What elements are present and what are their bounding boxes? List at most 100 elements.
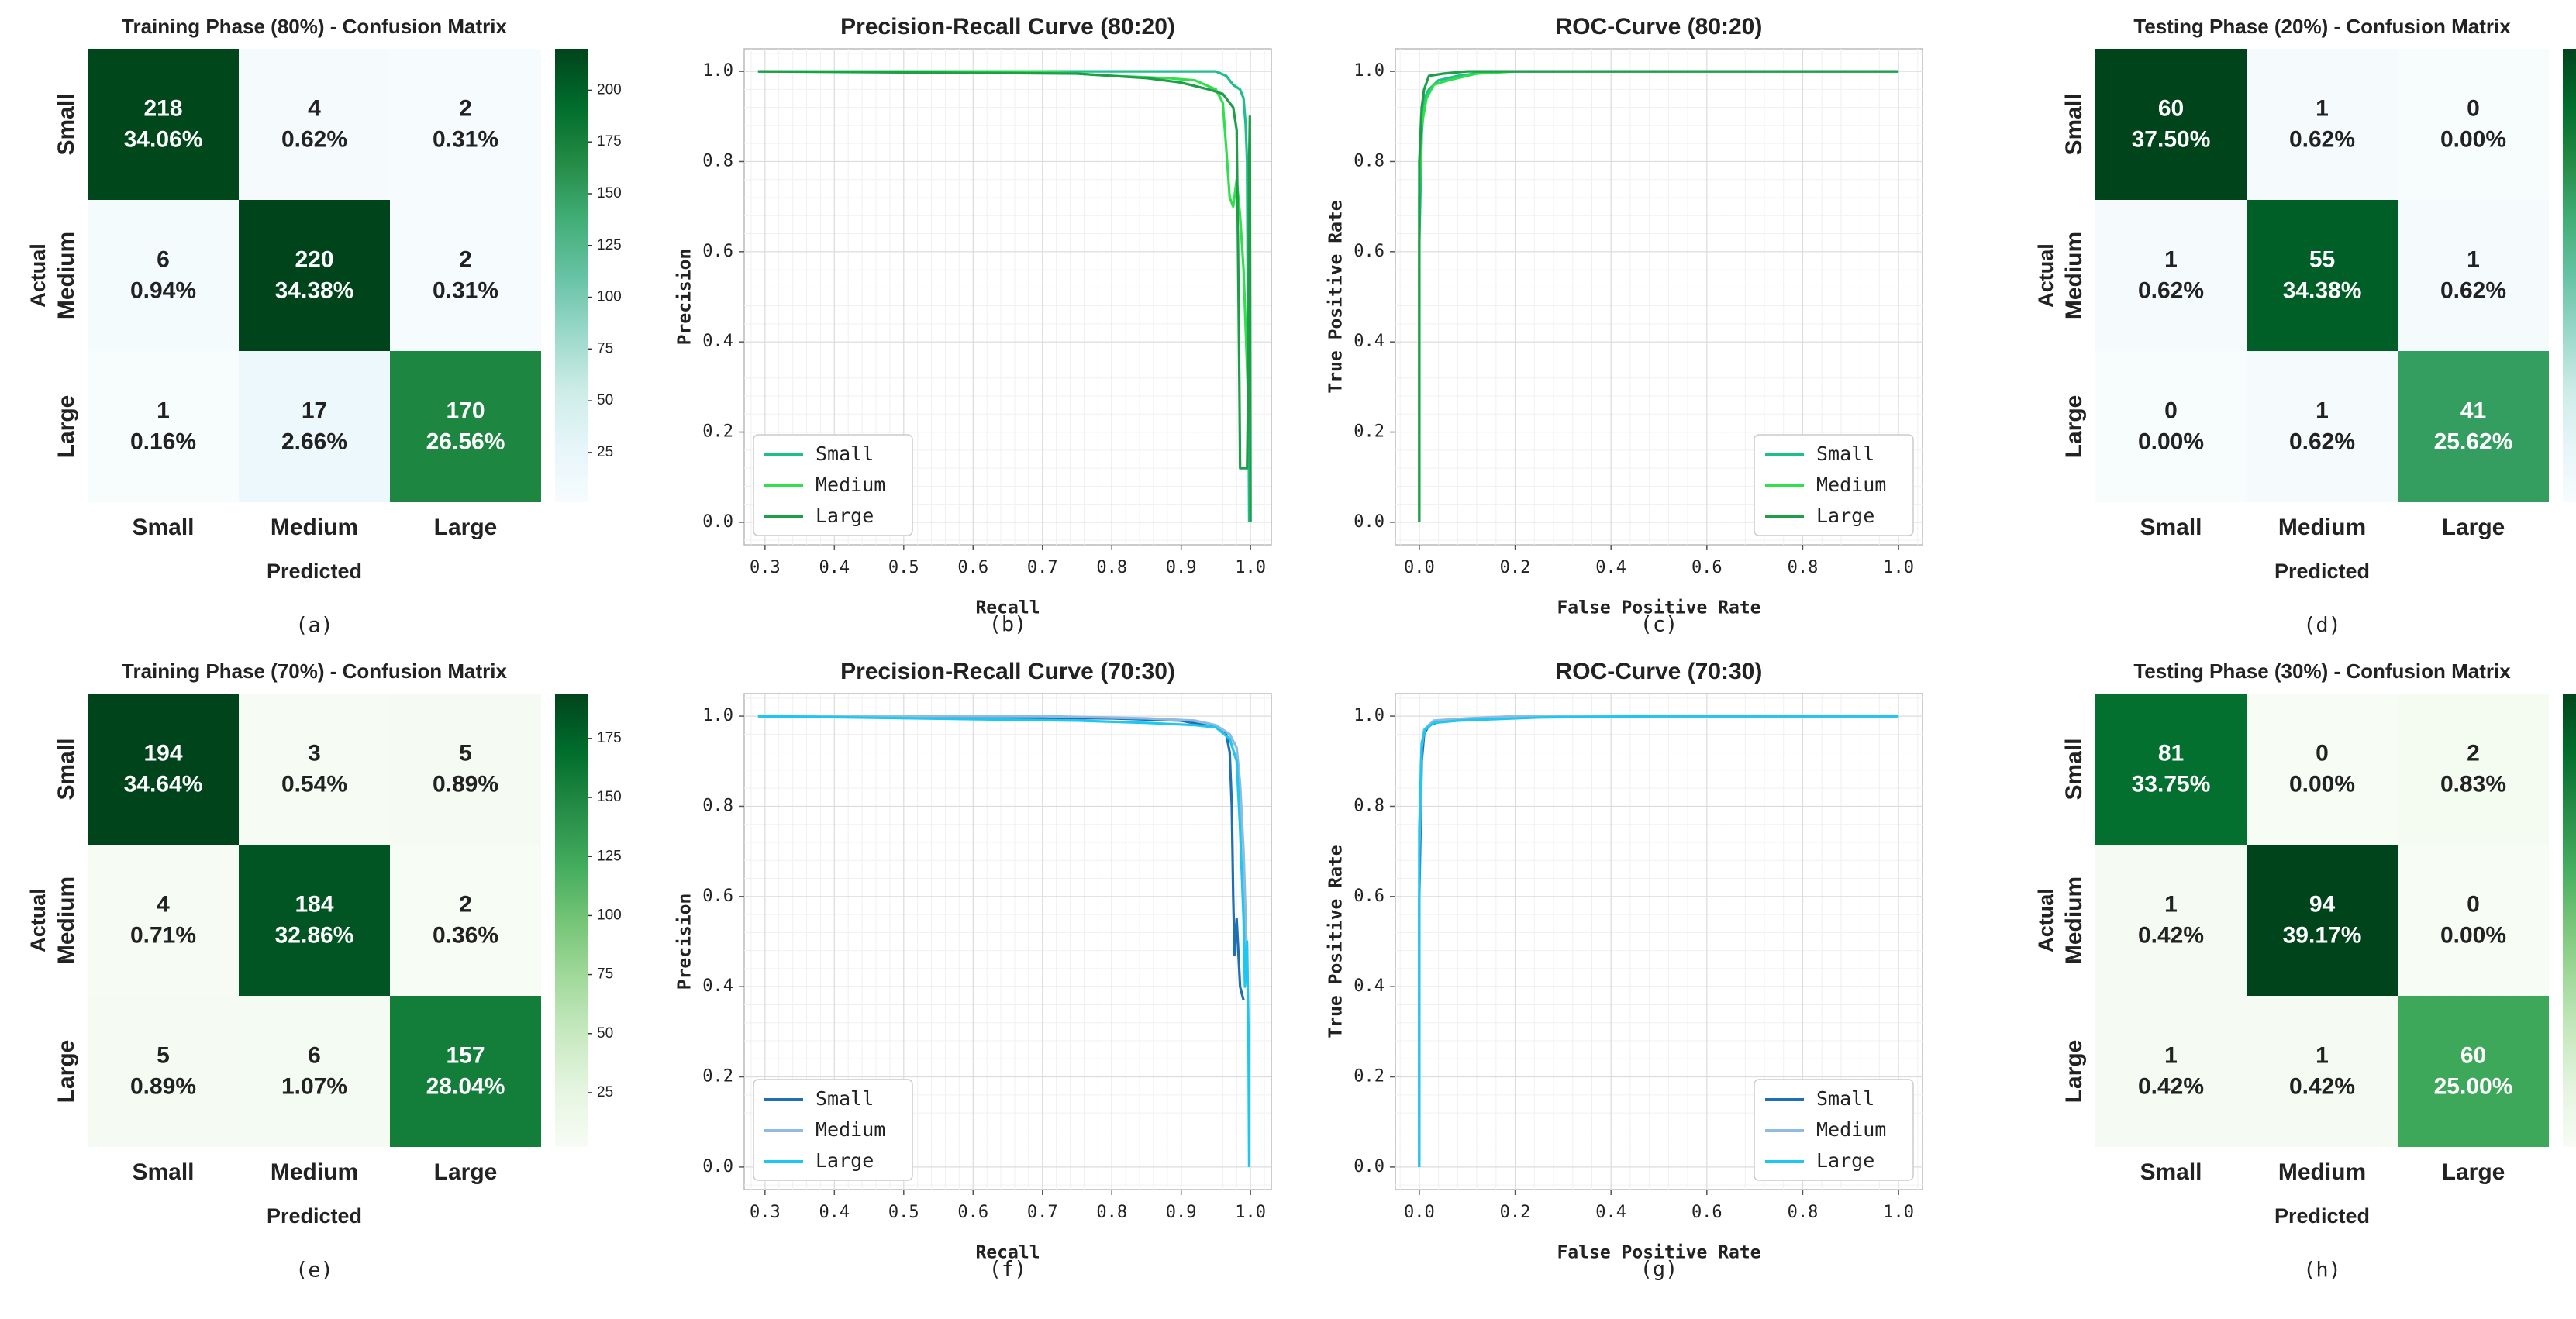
cell-percent: 34.64% xyxy=(124,771,203,797)
panel-caption: (h) xyxy=(2303,1259,2341,1283)
y-tick-label: 0.4 xyxy=(1354,332,1385,351)
x-tick-label: Small xyxy=(2140,1159,2202,1185)
legend-label: Small xyxy=(816,1087,874,1110)
colorbar-tick-label: 100 xyxy=(597,907,622,923)
y-tick-label: 0.2 xyxy=(702,1067,733,1087)
y-tick-label: Large xyxy=(2061,395,2087,459)
line-panel-g: ROC-Curve (70:30) 0.0 0.2 0.4 0.6 0.8 1.0 0.0 0.… xyxy=(1326,659,1923,1282)
chart-title: Precision-Recall Curve (80:20) xyxy=(840,14,1175,40)
heatmap-cell xyxy=(390,694,541,845)
cell-percent: 39.17% xyxy=(2283,922,2362,948)
x-tick-label: 0.0 xyxy=(1404,558,1435,577)
cell-count: 6 xyxy=(157,246,170,272)
y-tick-label: 0.2 xyxy=(702,422,733,442)
x-tick-label: 0.8 xyxy=(1096,558,1127,577)
cell-count: 1 xyxy=(2467,246,2480,272)
y-axis-label: Actual xyxy=(26,243,50,308)
cell-count: 60 xyxy=(2460,1042,2486,1068)
plot-area xyxy=(1395,693,1923,1190)
heatmap-cell xyxy=(390,49,541,200)
legend-label: Large xyxy=(1816,1149,1874,1172)
heatmap-cell xyxy=(239,845,390,996)
cell-count: 2 xyxy=(459,95,472,121)
x-tick-label: Small xyxy=(2140,515,2202,540)
heatmap-cell xyxy=(2095,845,2247,996)
cell-count: 17 xyxy=(302,398,327,423)
panel-caption: (g) xyxy=(1640,1258,1678,1282)
legend-label: Large xyxy=(816,505,874,527)
cell-count: 0 xyxy=(2467,95,2480,121)
cell-count: 41 xyxy=(2460,398,2486,423)
colorbar-tick-label: 125 xyxy=(597,237,622,253)
x-tick-label: Large xyxy=(2442,1159,2505,1185)
legend: Small Medium Large xyxy=(1754,434,1914,536)
heatmap-cell xyxy=(2247,694,2398,845)
heatmap-cell xyxy=(2398,351,2549,502)
cell-percent: 34.06% xyxy=(124,126,203,152)
x-tick-label: 1.0 xyxy=(1883,1203,1914,1222)
heatmap-cell xyxy=(88,996,239,1147)
heatmap-panel-a: Training Phase (80%) - Confusion Matrix 2… xyxy=(26,15,622,638)
cell-count: 4 xyxy=(308,95,321,121)
panel-caption: (d) xyxy=(2303,614,2341,638)
legend: Small Medium Large xyxy=(753,1079,913,1181)
cell-percent: 0.62% xyxy=(281,126,347,152)
heatmap-cell xyxy=(2398,49,2549,200)
heatmap-cell xyxy=(2247,49,2398,200)
panel-caption: (f) xyxy=(989,1258,1027,1282)
heatmap-cell xyxy=(239,49,390,200)
legend-box xyxy=(753,1079,913,1181)
cell-percent: 0.83% xyxy=(2440,771,2506,797)
legend-label: Small xyxy=(816,443,874,465)
heatmap-title: Training Phase (80%) - Confusion Matrix xyxy=(122,15,507,38)
heatmap-panel-d: Testing Phase (20%) - Confusion Matrix 60… xyxy=(2034,15,2576,638)
line-panel-b: Precision-Recall Curve (80:20) 0.3 0.4 0.5 0… xyxy=(675,14,1272,637)
cell-percent: 1.07% xyxy=(281,1073,347,1099)
series-line-large xyxy=(757,70,1252,522)
y-axis-label: Precision xyxy=(675,249,695,346)
x-tick-label: 0.6 xyxy=(1691,1203,1723,1222)
cell-percent: 0.71% xyxy=(130,922,196,948)
x-tick-label: 0.8 xyxy=(1788,1203,1819,1222)
heatmap-cell xyxy=(2398,200,2549,351)
colorbar-tick-label: 75 xyxy=(597,966,613,983)
x-tick-label: 0.5 xyxy=(888,558,919,577)
cell-percent: 0.62% xyxy=(2138,277,2204,303)
panel-caption: (e) xyxy=(295,1259,333,1283)
y-axis-label: Actual xyxy=(26,888,50,952)
x-tick-label: 0.4 xyxy=(819,1203,850,1222)
y-axis-label: Actual xyxy=(2034,888,2057,952)
cell-count: 1 xyxy=(2316,95,2329,121)
cell-count: 3 xyxy=(308,740,321,766)
cell-percent: 0.36% xyxy=(433,922,498,948)
x-tick-label: Medium xyxy=(271,515,358,540)
y-tick-label: 0.0 xyxy=(1354,1157,1385,1176)
heatmap-cell xyxy=(390,996,541,1147)
cell-count: 157 xyxy=(446,1042,485,1068)
cell-count: 1 xyxy=(2316,398,2329,423)
cell-count: 220 xyxy=(295,246,333,272)
cell-count: 6 xyxy=(308,1042,321,1068)
cell-percent: 0.62% xyxy=(2289,126,2355,152)
series-line-medium xyxy=(757,715,1250,987)
cell-count: 2 xyxy=(2467,740,2480,766)
y-tick-label: Small xyxy=(2061,738,2087,800)
x-tick-label: Small xyxy=(132,515,194,540)
cell-count: 1 xyxy=(2164,1042,2178,1068)
colorbar xyxy=(555,694,588,1147)
cell-count: 55 xyxy=(2309,246,2335,272)
colorbar-tick-label: 150 xyxy=(597,789,622,805)
y-tick-label: Large xyxy=(53,395,79,459)
y-tick-label: Medium xyxy=(53,232,79,319)
chart-title: ROC-Curve (80:20) xyxy=(1556,14,1763,40)
cell-count: 5 xyxy=(157,1042,170,1068)
cell-count: 5 xyxy=(459,740,472,766)
x-tick-label: 0.4 xyxy=(819,558,850,577)
series-line-large xyxy=(757,715,1251,1167)
heatmap-cell xyxy=(390,351,541,502)
cell-count: 4 xyxy=(157,891,170,917)
y-tick-label: 1.0 xyxy=(702,61,733,81)
heatmap-cell xyxy=(2247,845,2398,996)
x-tick-label: 0.4 xyxy=(1595,1203,1626,1222)
x-axis-label: False Positive Rate xyxy=(1557,1243,1760,1263)
